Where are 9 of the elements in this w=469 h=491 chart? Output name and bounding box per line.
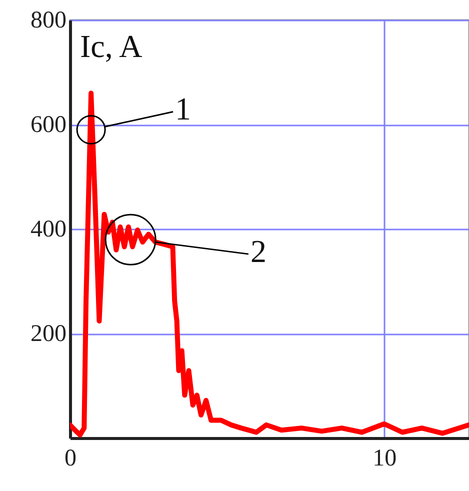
y-tick-label: 400 xyxy=(30,216,66,242)
x-tick-label: 10 xyxy=(372,446,397,472)
x-tick-label: 0 xyxy=(64,446,76,472)
y-tick-label: 600 xyxy=(30,112,66,138)
y-tick-label: 800 xyxy=(30,8,66,34)
y-axis-title: Ic, A xyxy=(80,28,142,64)
annotation: 2 xyxy=(250,233,266,270)
y-tick-label: 200 xyxy=(30,321,66,347)
annotation: 1 xyxy=(175,90,192,127)
